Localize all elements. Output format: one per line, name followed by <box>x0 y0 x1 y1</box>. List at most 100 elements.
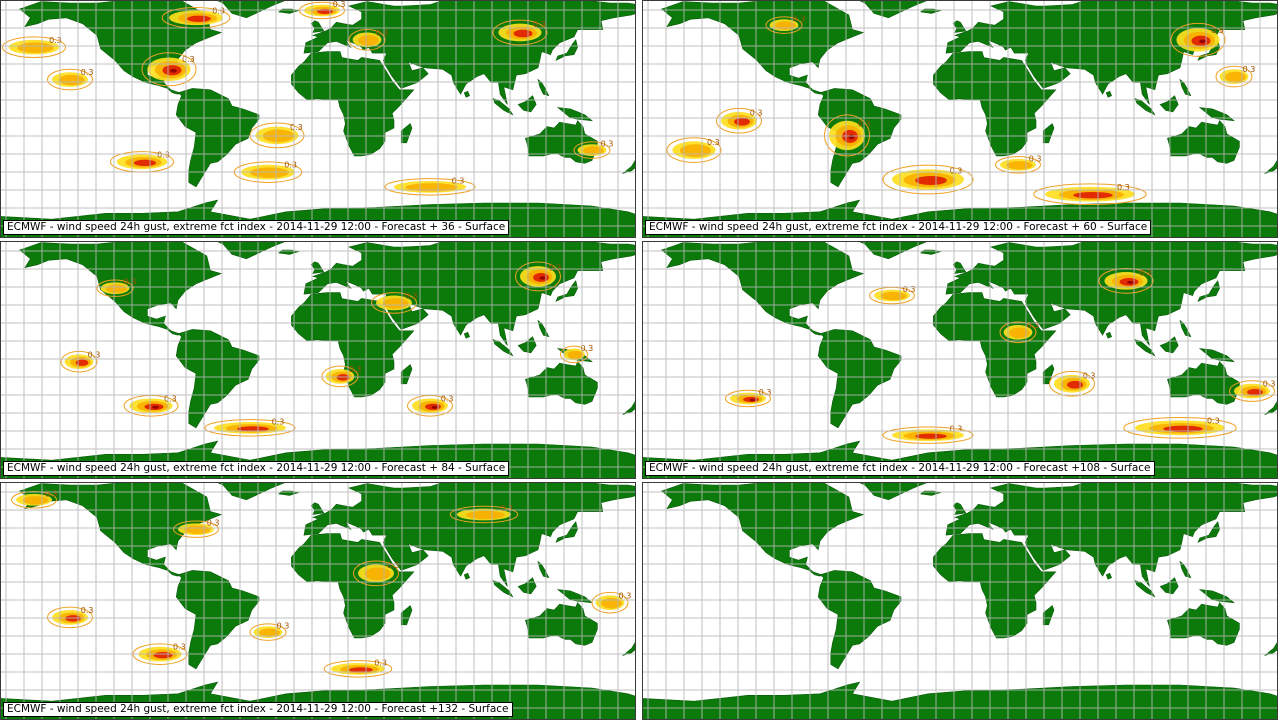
index-blob-level-1 <box>567 350 584 360</box>
landmass-japan <box>1197 521 1220 544</box>
index-blob-level-1 <box>1009 327 1030 339</box>
landmass-madagascar <box>400 123 413 144</box>
lat-lon-grid <box>1 242 635 478</box>
index-blob-level-3 <box>431 405 438 409</box>
index-blob-level-3 <box>152 405 159 409</box>
index-blob-level-2 <box>734 117 750 126</box>
map-panel-forecast-60: 0.30.30.30.30.30.30.30.30.30.3 ECMWF - w… <box>642 0 1278 238</box>
landmass-sri-lanka <box>463 331 470 339</box>
panel-caption: ECMWF - wind speed 24h gust, extreme fct… <box>645 461 1155 476</box>
landmass-japan <box>555 39 578 62</box>
index-blob-level-3 <box>539 276 546 280</box>
world-map: 0.30.30.30.30.30.30.30.30.30.3 <box>1 242 635 478</box>
landmass-madagascar <box>1042 364 1055 385</box>
contour-label: 0.3 <box>1027 321 1040 330</box>
contour-label: 0.3 <box>1207 416 1220 425</box>
landmass-great-britain <box>310 20 325 33</box>
contour-ring <box>1170 22 1226 57</box>
landmass-south-america <box>175 570 260 670</box>
landmass-new-zealand <box>622 160 635 174</box>
landmass-sri-lanka <box>463 572 470 580</box>
landmass-sri-lanka <box>1105 331 1112 339</box>
contour-ring <box>96 279 134 297</box>
index-blob-level-1 <box>601 597 622 609</box>
landmass-madagascar <box>400 605 413 626</box>
contour-ring <box>492 19 548 46</box>
contour-ring <box>47 606 93 629</box>
contour-ring <box>173 520 219 538</box>
contour-label: 0.3 <box>349 365 362 374</box>
contour-ring <box>321 365 359 388</box>
contour-label: 0.3 <box>1263 380 1276 389</box>
panel-caption: ECMWF - wind speed 24h gust, extreme fct… <box>3 461 510 476</box>
contour-label: 0.3 <box>441 394 454 403</box>
index-blob-level-2 <box>237 426 269 432</box>
map-panel-forecast-84: 0.30.30.30.30.30.30.30.30.30.3 ECMWF - w… <box>0 241 636 479</box>
index-blob-level-1 <box>259 628 280 637</box>
landmass-sri-lanka <box>463 90 470 98</box>
landmass-europe-asia <box>945 1 1277 105</box>
landmass-new-zealand <box>1264 401 1277 415</box>
contour-label: 0.3 <box>164 394 177 403</box>
landmass-europe-asia <box>303 1 635 105</box>
lat-lon-grid <box>1 483 635 719</box>
index-blob-level-3 <box>749 398 756 402</box>
index-blob-level-1 <box>358 35 379 46</box>
contour-label: 0.3 <box>793 15 806 24</box>
landmass-greenland <box>217 483 285 501</box>
landmass-greenland <box>859 1 927 19</box>
index-blob-level-3 <box>848 134 855 140</box>
landmass-madagascar <box>1042 123 1055 144</box>
index-blob-level-1 <box>583 146 604 155</box>
contour-ring <box>716 107 762 134</box>
contour-ring <box>1033 183 1147 205</box>
contour-ring <box>371 292 417 314</box>
landmass-great-britain <box>952 20 967 33</box>
contour-ring <box>591 591 629 614</box>
index-blob-level-2 <box>1067 380 1083 389</box>
landmass-new-zealand <box>622 401 635 415</box>
lat-lon-grid <box>643 1 1277 237</box>
extreme-index-overlay: 0.30.30.30.30.30.30.30.30.30.3 <box>666 15 1255 205</box>
contour-label: 0.3 <box>81 68 94 77</box>
index-blob-level-1 <box>250 167 289 178</box>
contour-label: 0.3 <box>950 425 963 434</box>
contour-ring <box>995 156 1041 174</box>
landmass-japan <box>555 521 578 544</box>
contour-label: 0.3 <box>173 643 186 652</box>
lat-lon-grid <box>1 1 635 237</box>
contour-label: 0.3 <box>333 1 346 9</box>
lat-lon-grid <box>643 242 1277 478</box>
contour-ring <box>1215 65 1253 88</box>
contour-label: 0.3 <box>405 291 418 300</box>
contour-label: 0.3 <box>759 388 772 397</box>
landmass-new-zealand <box>1264 642 1277 656</box>
contour-label: 0.3 <box>277 622 290 631</box>
contour-ring <box>123 395 179 417</box>
contour-label: 0.3 <box>182 55 195 64</box>
contour-ring <box>348 29 386 51</box>
landmass-great-britain <box>952 261 967 274</box>
index-blob-level-1 <box>1225 71 1246 83</box>
index-blob-level-1 <box>405 183 458 192</box>
contour-label: 0.3 <box>272 417 285 426</box>
contour-ring <box>824 114 870 157</box>
contour-label: 0.3 <box>452 176 465 185</box>
landmass-south-america <box>175 329 260 429</box>
contour-label: 0.3 <box>1083 371 1096 380</box>
contour-ring <box>141 52 197 87</box>
landmass-great-britain <box>952 502 967 515</box>
contour-ring <box>765 16 803 34</box>
index-blob-level-2 <box>133 159 157 167</box>
contour-ring <box>1229 380 1275 402</box>
landmass-greenland <box>859 242 927 260</box>
contour-label: 0.3 <box>500 504 513 513</box>
land-layer <box>643 483 1277 719</box>
contour-ring <box>47 68 93 91</box>
contour-label: 0.3 <box>212 6 225 15</box>
contour-label: 0.3 <box>619 591 632 600</box>
index-blob-level-2 <box>1073 191 1113 199</box>
landmass-antarctica <box>643 681 1277 719</box>
contour-label: 0.3 <box>207 519 220 528</box>
